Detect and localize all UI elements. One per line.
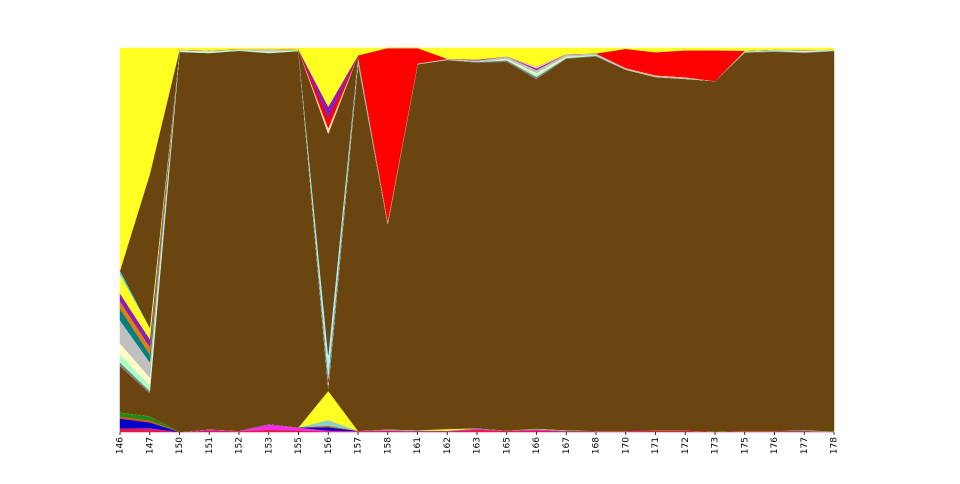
area-series-24 <box>119 47 835 271</box>
x-tick-label: 147 <box>145 437 155 454</box>
x-tick-label: 171 <box>651 437 661 454</box>
x-tick-label: 151 <box>205 437 215 454</box>
x-tick-label: 156 <box>324 437 334 454</box>
x-tick-label: 162 <box>443 437 453 454</box>
x-tick-label: 146 <box>116 437 126 454</box>
x-tick-label: 170 <box>621 437 631 454</box>
x-tick-label: 152 <box>235 437 245 454</box>
x-tick-label: 153 <box>264 437 274 454</box>
x-tick-label: 176 <box>770 437 780 454</box>
x-tick-label: 167 <box>562 437 572 454</box>
x-tick-label: 161 <box>413 437 423 454</box>
x-tick-label: 178 <box>830 437 840 454</box>
x-tick-label: 177 <box>800 437 810 454</box>
area-series-8 <box>119 50 835 433</box>
x-tick-label: 168 <box>592 437 602 454</box>
x-tick-label: 163 <box>473 437 483 454</box>
x-tick-label: 165 <box>502 437 512 454</box>
x-tick-label: 172 <box>681 437 691 454</box>
x-tick-label: 157 <box>354 437 364 454</box>
x-tick-label: 155 <box>294 437 304 454</box>
x-tick-label: 173 <box>711 437 721 454</box>
x-axis-ticks: 146 147 150 151 152 153 155 156 157 158 161 162 163 1… <box>116 432 840 454</box>
x-tick-label: 150 <box>175 437 185 454</box>
x-tick-label: 166 <box>532 437 542 454</box>
x-tick-label: 175 <box>740 437 750 454</box>
x-tick-label: 158 <box>383 437 393 454</box>
area-layers <box>119 47 835 433</box>
